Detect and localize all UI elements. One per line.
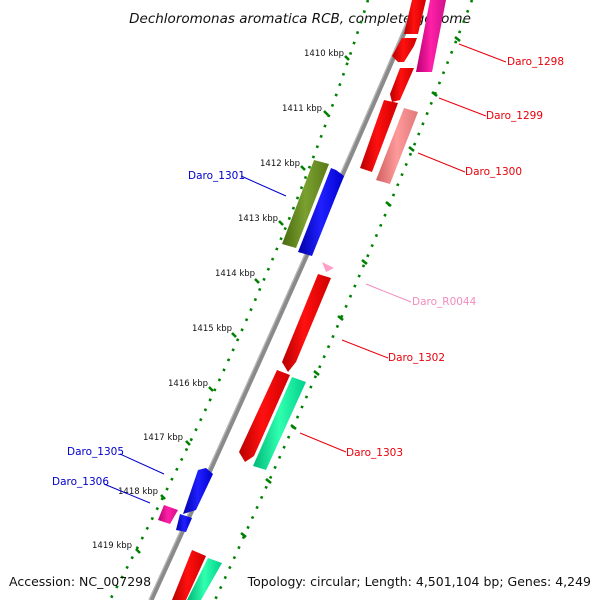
gene-label-daro-1300[interactable]: Daro_1300 bbox=[465, 166, 522, 178]
tick-label-1410: 1410 kbp bbox=[304, 49, 344, 59]
gene-label-daro-1302[interactable]: Daro_1302 bbox=[388, 352, 445, 364]
feature-red-bottom[interactable] bbox=[172, 550, 206, 600]
gene-label-daro-1299[interactable]: Daro_1299 bbox=[486, 110, 543, 122]
feature-pink-1306[interactable] bbox=[158, 505, 178, 524]
feature-daro-1300[interactable] bbox=[376, 108, 418, 184]
feature-olive-1301[interactable] bbox=[282, 160, 329, 248]
tick-label-1414: 1414 kbp bbox=[215, 269, 255, 279]
tick-label-1412: 1412 kbp bbox=[260, 159, 300, 169]
feature-pink-daro-1298b[interactable] bbox=[416, 0, 446, 72]
feature-daro-1306[interactable] bbox=[176, 514, 192, 532]
gene-label-daro-1305[interactable]: Daro_1305 bbox=[67, 446, 124, 458]
feature-daro-1299[interactable] bbox=[390, 68, 414, 102]
topology-text: Topology: circular; Length: 4,501,104 bp… bbox=[247, 574, 591, 589]
accession-text: Accession: NC_007298 bbox=[9, 574, 151, 589]
tick-label-1411: 1411 kbp bbox=[282, 104, 322, 114]
gene-label-daro-1298[interactable]: Daro_1298 bbox=[507, 56, 564, 68]
feature-daro-1302[interactable] bbox=[282, 274, 331, 372]
gene-label-daro-1301[interactable]: Daro_1301 bbox=[188, 170, 245, 182]
tick-label-1413: 1413 kbp bbox=[238, 214, 278, 224]
tick-label-1416: 1416 kbp bbox=[168, 379, 208, 389]
tick-label-1418: 1418 kbp bbox=[118, 487, 158, 497]
gene-label-daro-r0044[interactable]: Daro_R0044 bbox=[412, 296, 477, 308]
feature-daro-r0044[interactable] bbox=[322, 262, 334, 272]
gene-label-daro-1306[interactable]: Daro_1306 bbox=[52, 476, 109, 488]
feature-daro-1298[interactable] bbox=[392, 38, 417, 62]
kbp-tick-labels: 1410 kbp 1411 kbp 1412 kbp 1413 kbp 1414… bbox=[92, 49, 344, 551]
right-major-ticks bbox=[240, 35, 461, 539]
feature-green-bottom[interactable] bbox=[187, 558, 222, 600]
feature-daro-1303[interactable] bbox=[239, 370, 290, 462]
tick-label-1417: 1417 kbp bbox=[143, 433, 183, 443]
tick-label-1419: 1419 kbp bbox=[92, 541, 132, 551]
feature-daro-1305[interactable] bbox=[183, 468, 213, 514]
feature-green-1303[interactable] bbox=[253, 377, 306, 470]
map-title: Dechloromonas aromatica RCB, complete ge… bbox=[129, 11, 471, 27]
gene-label-daro-1303[interactable]: Daro_1303 bbox=[346, 447, 403, 459]
feature-red-top[interactable] bbox=[404, 0, 426, 34]
kbp-major-ticks bbox=[135, 55, 350, 554]
label-leaders bbox=[103, 43, 507, 504]
feature-daro-1301[interactable] bbox=[298, 168, 344, 256]
feature-daro-1300a[interactable] bbox=[360, 100, 398, 172]
tick-label-1415: 1415 kbp bbox=[192, 324, 232, 334]
kbp-scale-dotted-arc bbox=[108, 0, 370, 600]
